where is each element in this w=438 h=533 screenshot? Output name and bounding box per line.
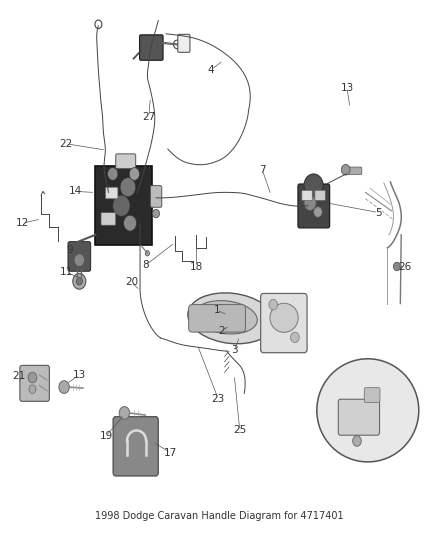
Text: 12: 12	[16, 218, 29, 228]
FancyBboxPatch shape	[345, 167, 362, 174]
Circle shape	[113, 195, 130, 216]
FancyBboxPatch shape	[315, 190, 325, 200]
Text: 20: 20	[125, 277, 138, 287]
Ellipse shape	[188, 293, 274, 344]
Text: 1998 Dodge Caravan Handle Diagram for 4717401: 1998 Dodge Caravan Handle Diagram for 47…	[95, 511, 343, 521]
Circle shape	[269, 300, 278, 310]
Text: 18: 18	[190, 262, 203, 271]
Circle shape	[314, 207, 322, 217]
FancyBboxPatch shape	[151, 185, 162, 207]
Circle shape	[393, 262, 400, 271]
Circle shape	[304, 174, 323, 197]
Ellipse shape	[270, 303, 298, 333]
FancyBboxPatch shape	[189, 304, 245, 332]
Circle shape	[76, 278, 82, 285]
Text: 5: 5	[375, 207, 382, 217]
FancyBboxPatch shape	[298, 184, 330, 228]
Circle shape	[353, 435, 361, 446]
FancyBboxPatch shape	[113, 417, 158, 476]
FancyBboxPatch shape	[338, 399, 379, 435]
Circle shape	[59, 381, 69, 393]
Circle shape	[29, 385, 36, 393]
FancyBboxPatch shape	[101, 213, 116, 225]
Text: 11: 11	[60, 267, 73, 277]
Text: 17: 17	[164, 448, 177, 458]
FancyBboxPatch shape	[302, 190, 312, 200]
Circle shape	[341, 165, 350, 175]
Circle shape	[74, 254, 85, 266]
FancyBboxPatch shape	[95, 166, 152, 245]
Text: 2: 2	[218, 326, 225, 336]
Circle shape	[266, 317, 273, 325]
FancyBboxPatch shape	[20, 366, 49, 401]
FancyBboxPatch shape	[116, 154, 136, 168]
Circle shape	[73, 273, 86, 289]
Circle shape	[124, 215, 137, 231]
Circle shape	[28, 372, 37, 383]
Text: 14: 14	[68, 187, 81, 196]
Circle shape	[107, 167, 118, 180]
Text: 23: 23	[212, 394, 225, 403]
FancyBboxPatch shape	[178, 34, 190, 52]
Circle shape	[119, 407, 130, 419]
FancyBboxPatch shape	[68, 241, 91, 271]
Circle shape	[129, 167, 140, 180]
Circle shape	[120, 177, 136, 197]
FancyBboxPatch shape	[261, 294, 307, 353]
FancyBboxPatch shape	[364, 387, 380, 402]
Circle shape	[173, 40, 180, 49]
Text: 1: 1	[213, 305, 220, 315]
Ellipse shape	[317, 359, 419, 462]
Text: 3: 3	[231, 345, 237, 355]
Circle shape	[95, 20, 102, 29]
Circle shape	[290, 332, 299, 343]
Text: 25: 25	[233, 425, 247, 435]
Circle shape	[152, 209, 159, 218]
Text: 22: 22	[60, 139, 73, 149]
Text: 4: 4	[208, 65, 215, 75]
Text: 19: 19	[99, 431, 113, 441]
Ellipse shape	[194, 301, 257, 334]
Text: 21: 21	[12, 372, 25, 382]
Text: 13: 13	[73, 370, 86, 380]
FancyBboxPatch shape	[140, 35, 163, 60]
Text: 7: 7	[259, 165, 266, 175]
Text: 27: 27	[142, 112, 155, 123]
Text: 26: 26	[398, 262, 411, 271]
Circle shape	[304, 196, 316, 211]
Text: 8: 8	[142, 261, 148, 270]
Circle shape	[145, 251, 150, 256]
Text: 13: 13	[340, 83, 353, 93]
Text: 9: 9	[66, 245, 73, 255]
FancyBboxPatch shape	[105, 187, 118, 199]
